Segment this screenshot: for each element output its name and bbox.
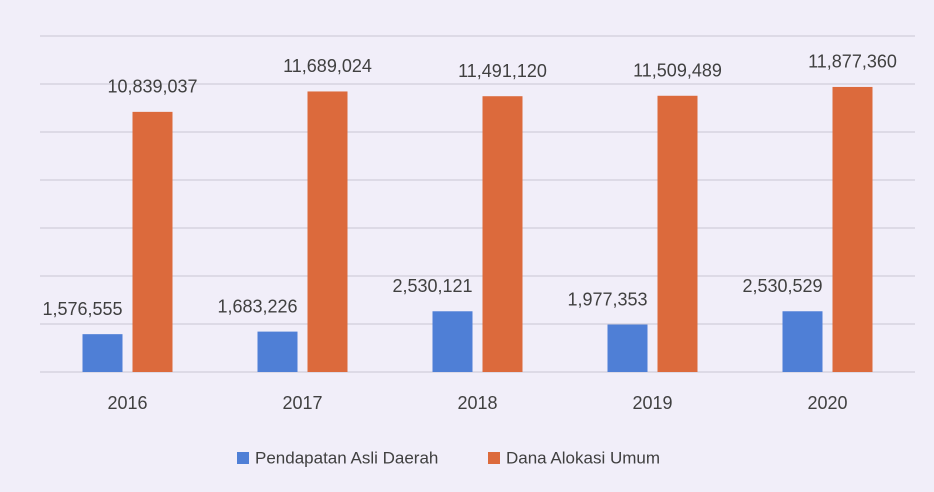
data-label: 11,509,489	[633, 61, 722, 81]
x-tick-label: 2016	[107, 393, 147, 413]
bar	[82, 334, 123, 372]
bar	[432, 311, 473, 372]
bar	[657, 95, 698, 372]
legend-swatch	[237, 452, 249, 464]
bar	[607, 324, 648, 372]
data-label: 1,977,353	[567, 289, 647, 309]
x-tick-label: 2019	[632, 393, 672, 413]
bar	[832, 86, 873, 372]
bar	[482, 96, 523, 372]
x-tick-label: 2017	[282, 393, 322, 413]
bar	[132, 111, 173, 373]
bar	[782, 311, 823, 372]
data-label: 2,530,121	[392, 276, 472, 296]
bar	[307, 91, 348, 372]
data-label: 11,877,360	[808, 52, 897, 72]
data-label: 2,530,529	[742, 276, 822, 296]
data-label: 11,689,024	[283, 56, 372, 76]
x-tick-label: 2018	[457, 393, 497, 413]
data-label: 11,491,120	[458, 61, 547, 81]
data-label: 10,839,037	[107, 77, 197, 97]
data-label: 1,576,555	[42, 299, 122, 319]
legend-swatch	[488, 452, 500, 464]
x-tick-label: 2020	[807, 393, 847, 413]
bar	[257, 331, 298, 372]
legend-label: Dana Alokasi Umum	[506, 448, 660, 467]
data-label: 1,683,226	[217, 296, 297, 316]
legend-label: Pendapatan Asli Daerah	[255, 448, 438, 467]
